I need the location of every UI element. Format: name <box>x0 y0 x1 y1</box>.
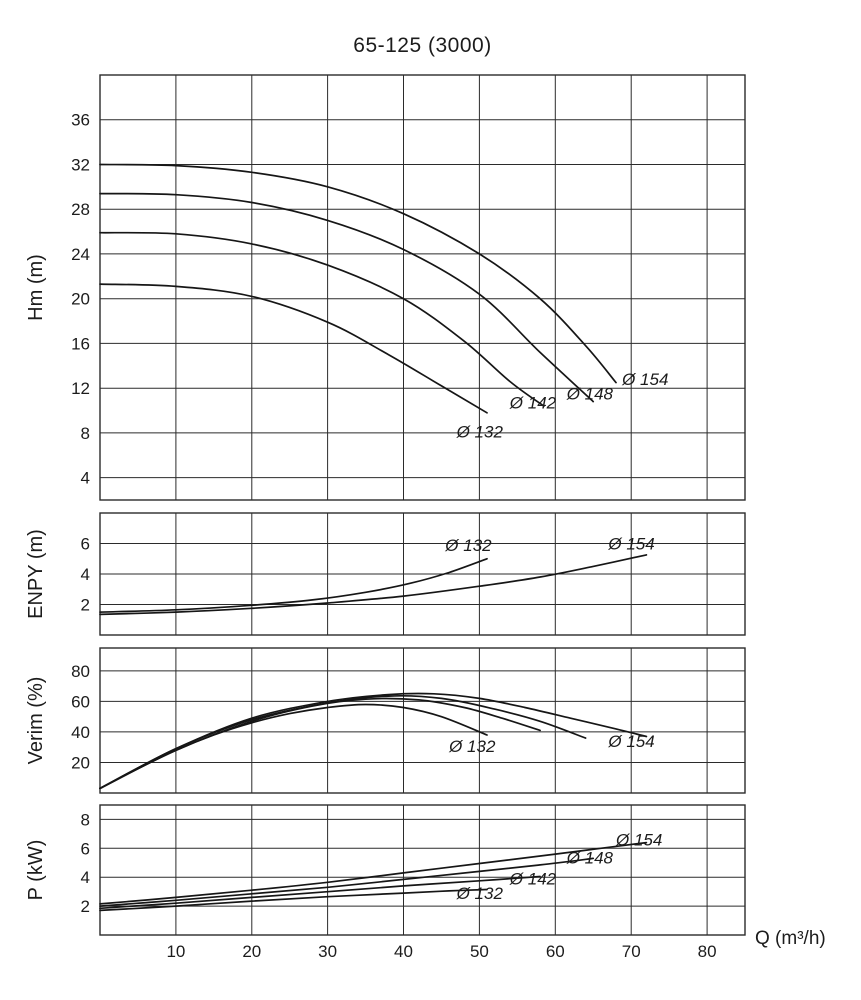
curve-label-head-148: Ø 148 <box>566 384 614 403</box>
curve-head-148 <box>99 192 595 403</box>
curve-label-npsh-154: Ø 154 <box>607 535 654 554</box>
x-tick-label: 30 <box>318 942 337 961</box>
curve-head-132 <box>99 283 488 414</box>
curve-head-154 <box>99 163 617 384</box>
y-tick-label: 16 <box>71 334 90 353</box>
x-tick-label: 60 <box>546 942 565 961</box>
curve-label-power-148: Ø 148 <box>566 849 614 868</box>
curve-efficiency-132 <box>99 703 488 790</box>
x-axis-unit-label: Q (m³/h) <box>755 928 826 949</box>
panel-efficiency: 20 40 60 80 Verim (%) Ø 154 Ø 132 <box>25 647 746 794</box>
y-tick-label: 6 <box>81 839 90 858</box>
curve-label-power-154: Ø 154 <box>615 830 662 849</box>
curve-npsh-154 <box>99 554 648 616</box>
x-tick-label: 80 <box>698 942 717 961</box>
curve-label-npsh-132: Ø 132 <box>444 536 492 555</box>
y-tick-label: 80 <box>71 662 90 681</box>
curve-label-power-132: Ø 132 <box>456 884 504 903</box>
x-tick-label: 40 <box>394 942 413 961</box>
panel-npsh: 2 4 6 ENPY (m) Ø 132 Ø 154 <box>25 512 746 636</box>
y-tick-label: 6 <box>81 535 90 554</box>
curve-power-148 <box>99 857 595 907</box>
y-tick-label: 2 <box>81 596 90 615</box>
y-axis-label-efficiency: Verim (%) <box>25 677 47 765</box>
y-tick-label: 4 <box>81 868 90 887</box>
y-tick-label: 4 <box>81 565 90 584</box>
curve-label-power-142: Ø 142 <box>509 869 557 888</box>
y-tick-label: 28 <box>71 200 90 219</box>
y-tick-label: 24 <box>71 245 90 264</box>
y-axis-label-head: Hm (m) <box>25 254 47 321</box>
y-tick-label: 2 <box>81 897 90 916</box>
curve-head-142 <box>99 231 545 407</box>
curve-power-154 <box>99 841 648 905</box>
chart-title: 65-125 (3000) <box>353 34 492 57</box>
curve-power-142 <box>99 875 541 910</box>
y-tick-label: 12 <box>71 379 90 398</box>
y-tick-label: 20 <box>71 290 90 309</box>
y-tick-label: 36 <box>71 111 90 130</box>
y-tick-label: 8 <box>81 810 90 829</box>
curve-efficiency-154 <box>99 692 648 790</box>
curve-label-efficiency-154: Ø 154 <box>607 732 654 751</box>
curve-label-head-142: Ø 142 <box>509 393 557 412</box>
y-tick-label: 8 <box>81 424 90 443</box>
x-tick-label: 20 <box>242 942 261 961</box>
y-tick-label: 32 <box>71 156 90 175</box>
x-tick-label: 10 <box>166 942 185 961</box>
curve-power-132 <box>99 888 488 912</box>
panel-border-power <box>99 804 746 936</box>
curve-label-efficiency-132: Ø 132 <box>448 737 496 756</box>
x-tick-label: 50 <box>470 942 489 961</box>
x-axis: 10 20 30 40 50 60 70 80 Q (m³/h) <box>166 928 825 961</box>
panel-border-head <box>99 74 746 501</box>
y-axis-label-npsh: ENPY (m) <box>25 529 47 619</box>
panel-border-efficiency <box>99 647 746 794</box>
curve-label-head-154: Ø 154 <box>621 370 668 389</box>
panel-border-npsh <box>99 512 746 636</box>
x-tick-label: 70 <box>622 942 641 961</box>
y-axis-label-power: P (kW) <box>25 840 47 901</box>
curve-efficiency-148 <box>99 694 587 790</box>
curve-label-head-132: Ø 132 <box>456 422 504 441</box>
y-tick-label: 20 <box>71 754 90 773</box>
y-tick-label: 60 <box>71 692 90 711</box>
y-tick-label: 40 <box>71 723 90 742</box>
panel-head: 4 8 12 16 20 24 28 32 36 Hm (m) Ø 154 Ø 148 Ø 142 Ø 1… <box>25 74 746 501</box>
y-tick-label: 4 <box>81 469 90 488</box>
curve-npsh-132 <box>99 557 488 613</box>
